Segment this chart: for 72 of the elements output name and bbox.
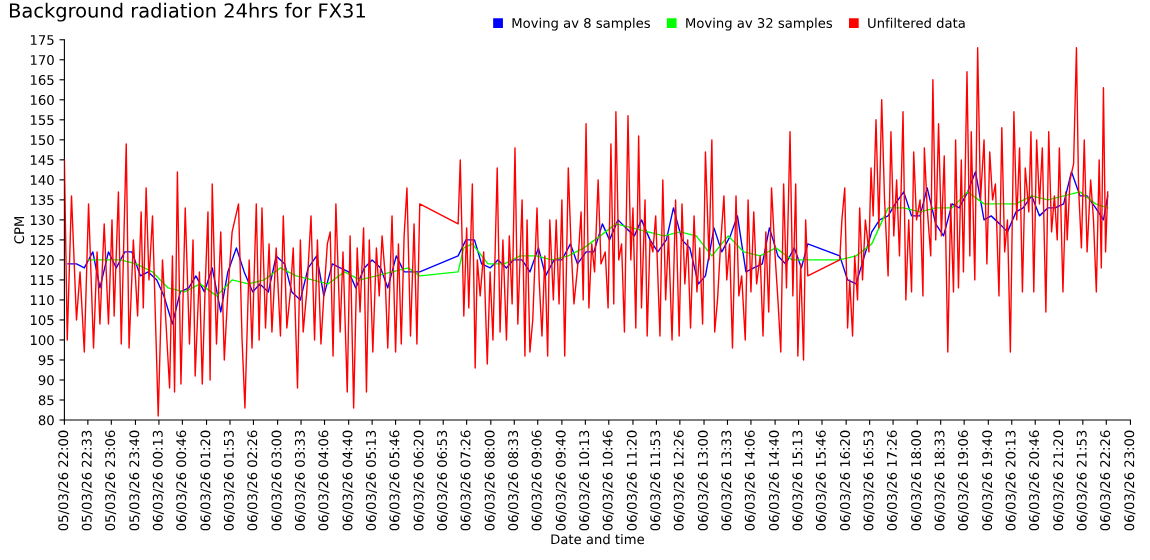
x-tick-label: 06/03/26 21:20 — [1053, 430, 1065, 531]
x-tick-label: 06/03/26 01:20 — [200, 430, 212, 531]
x-tick-label: 06/03/26 14:40 — [768, 430, 780, 531]
x-tick-label: 06/03/26 10:46 — [602, 430, 614, 531]
legend-label: Moving av 32 samples — [686, 17, 833, 31]
x-tick-label: 06/03/26 08:00 — [484, 430, 496, 531]
x-tick-label: 06/03/26 12:26 — [673, 430, 685, 531]
y-tick-label: 160 — [30, 95, 54, 105]
x-tick-label: 06/03/26 21:53 — [1076, 430, 1088, 531]
x-tick-label: 05/03/26 23:06 — [105, 430, 117, 531]
x-tick-label: 05/03/26 23:40 — [129, 430, 141, 531]
legend-label: Moving av 8 samples — [512, 17, 650, 31]
x-tick-label: 06/03/26 17:26 — [886, 430, 898, 531]
x-tick-label: 06/03/26 11:53 — [650, 430, 662, 531]
x-tick-label: 05/03/26 22:00 — [58, 430, 70, 531]
x-tick-label: 06/03/26 19:40 — [982, 430, 994, 531]
y-tick-label: 150 — [30, 135, 54, 146]
x-tick-label: 06/03/26 05:46 — [389, 430, 401, 531]
x-tick-label: 06/03/26 20:46 — [1029, 430, 1041, 531]
y-tick-label: 115 — [30, 275, 54, 286]
y-tick-label: 110 — [30, 295, 54, 306]
y-tick-label: 125 — [30, 235, 54, 246]
y-tick-label: 130 — [30, 215, 54, 226]
x-tick-label: 06/03/26 04:06 — [318, 430, 330, 531]
x-tick-label: 06/03/26 03:00 — [271, 430, 283, 531]
x-tick-label: 06/03/26 01:53 — [223, 430, 235, 531]
x-tick-label: 06/03/26 05:13 — [365, 430, 377, 531]
y-tick-label: 105 — [30, 315, 54, 326]
x-tick-label: 06/03/26 20:13 — [1005, 430, 1017, 531]
x-tick-label: 06/03/26 07:26 — [460, 430, 472, 531]
y-tick-label: 170 — [30, 54, 54, 65]
x-tick-label: 06/03/26 15:13 — [792, 430, 804, 531]
y-tick-label: 165 — [30, 75, 54, 85]
x-tick-label: 06/03/26 10:13 — [579, 430, 591, 531]
x-tick-label: 06/03/26 06:20 — [413, 430, 425, 531]
x-axis-title: Date and time — [551, 533, 644, 545]
x-tick-label: 06/03/26 19:06 — [957, 430, 970, 531]
x-tick-label: 06/03/26 23:00 — [1124, 430, 1136, 531]
x-tick-label: 06/03/26 18:33 — [934, 430, 946, 531]
y-tick-label: 155 — [30, 115, 54, 126]
y-tick-label: 90 — [38, 375, 54, 386]
y-axis-title: CPM — [14, 216, 25, 244]
x-tick-label: 06/03/26 08:33 — [508, 430, 520, 531]
x-tick-label: 06/03/26 04:40 — [342, 430, 354, 531]
x-tick-label: 06/03/26 13:33 — [721, 430, 733, 531]
x-tick-label: 06/03/26 02:26 — [247, 430, 259, 531]
y-tick-label: 145 — [30, 155, 54, 166]
x-tick-label: 06/03/26 00:13 — [152, 430, 164, 531]
x-tick-label: 06/03/26 11:20 — [626, 430, 638, 531]
x-tick-label: 06/03/26 06:53 — [437, 430, 449, 531]
x-tick-label: 06/03/26 09:40 — [555, 430, 567, 531]
legend-label: Unfiltered data — [868, 17, 965, 28]
y-tick-label: 120 — [30, 255, 54, 266]
x-tick-label: 06/03/26 15:46 — [815, 430, 827, 531]
y-tick-label: 80 — [38, 415, 54, 426]
y-tick-label: 175 — [30, 35, 54, 45]
x-tick-label: 06/03/26 18:00 — [911, 430, 923, 531]
x-tick-label: 06/03/26 16:20 — [840, 430, 852, 531]
x-tick-label: 06/03/26 14:06 — [744, 430, 756, 531]
x-tick-label: 06/03/26 16:53 — [863, 430, 875, 531]
chart-title: Background radiation 24hrs for FX31 — [9, 2, 365, 22]
y-tick-label: 95 — [38, 355, 54, 366]
x-tick-label: 06/03/26 13:00 — [697, 430, 709, 531]
y-tick-label: 140 — [30, 175, 54, 186]
x-tick-label: 06/03/26 03:33 — [294, 430, 306, 531]
y-tick-label: 85 — [38, 395, 54, 406]
y-tick-label: 100 — [30, 335, 54, 346]
x-tick-label: 06/03/26 00:46 — [176, 430, 188, 531]
x-tick-label: 06/03/26 09:06 — [531, 430, 543, 531]
y-tick-label: 135 — [30, 195, 54, 206]
x-tick-label: 05/03/26 22:33 — [81, 430, 93, 531]
x-tick-label: 06/03/26 22:26 — [1100, 430, 1112, 531]
